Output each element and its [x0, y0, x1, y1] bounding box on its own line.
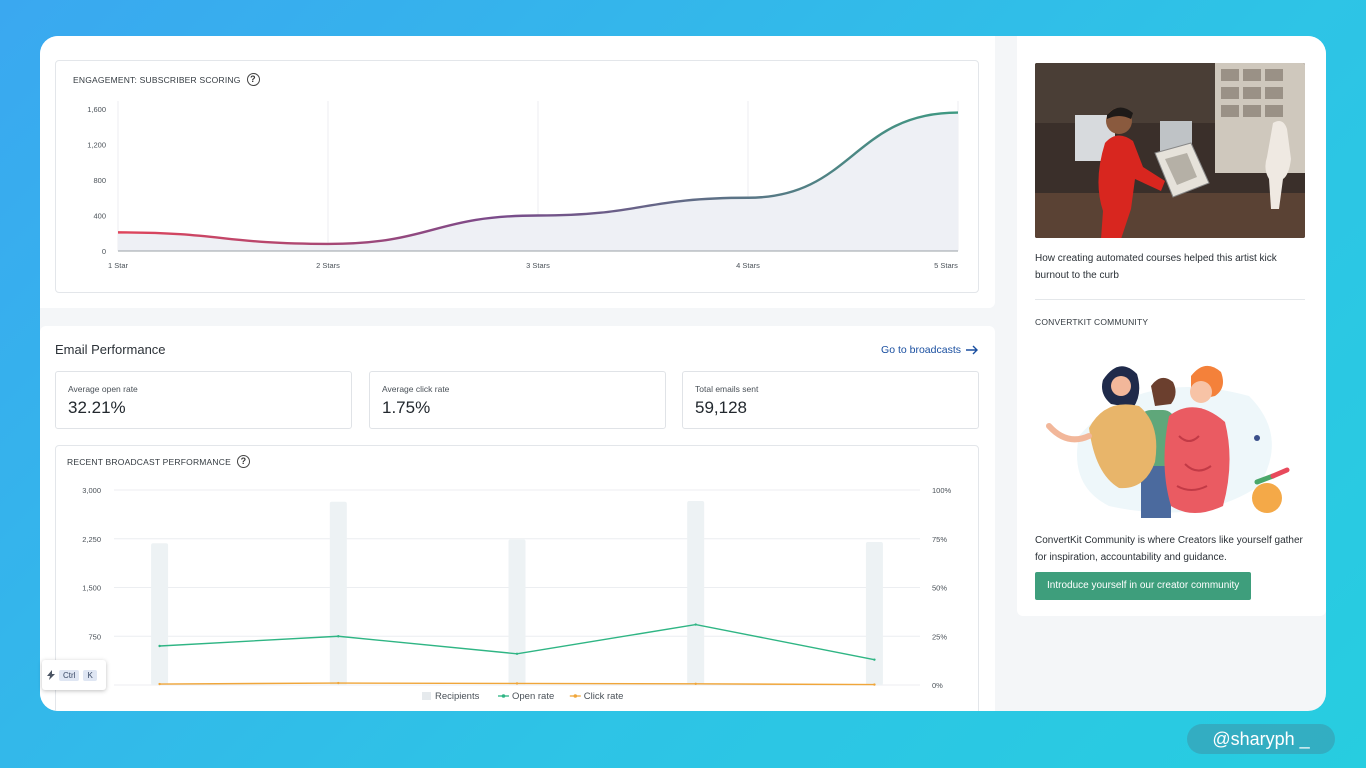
x-tick-label: 3 Stars: [526, 261, 550, 270]
open-rate-point[interactable]: [694, 623, 697, 626]
engagement-area: [118, 112, 958, 251]
divider: [1035, 299, 1305, 300]
stat-value: 59,128: [695, 398, 747, 417]
click-rate-point[interactable]: [337, 681, 340, 685]
open-rate-point[interactable]: [873, 658, 876, 661]
shortcut-key: Ctrl: [59, 669, 80, 681]
y-right-tick-label: 0%: [932, 681, 943, 690]
x-tick-label: 5 Stars: [934, 261, 958, 270]
stat-label: Total emails sent: [695, 384, 759, 394]
y-right-tick-label: 75%: [932, 535, 947, 544]
sidebar-column: How creating automated courses helped th…: [1017, 36, 1326, 711]
click-rate-point[interactable]: [694, 682, 697, 686]
click-rate-point[interactable]: [158, 682, 161, 686]
community-label: CONVERTKIT COMMUNITY: [1035, 317, 1149, 327]
engagement-card: ENGAGEMENT: SUBSCRIBER SCORING ?: [40, 36, 995, 308]
y-left-tick-label: 750: [88, 632, 101, 641]
engagement-title-row: ENGAGEMENT: SUBSCRIBER SCORING ?: [73, 73, 260, 86]
legend-label[interactable]: Recipients: [435, 691, 480, 702]
y-left-tick-label: 3,000: [82, 486, 101, 495]
stat-click-rate: Average click rate 1.75%: [369, 371, 666, 429]
stat-label: Average open rate: [68, 384, 138, 394]
community-description: ConvertKit Community is where Creators l…: [1035, 535, 1303, 563]
recent-broadcast-title: RECENT BROADCAST PERFORMANCE: [67, 456, 231, 467]
recipients-bar[interactable]: [508, 539, 526, 685]
legend-swatch-dot: [501, 694, 506, 698]
y-right-tick-label: 25%: [932, 632, 947, 641]
y-left-tick-label: 2,250: [82, 535, 101, 544]
recipients-bar[interactable]: [687, 501, 705, 685]
open-rate-point[interactable]: [515, 652, 519, 655]
click-rate-point[interactable]: [873, 683, 876, 686]
stat-value: 32.21%: [68, 398, 126, 417]
introduce-yourself-button[interactable]: Introduce yourself in our creator commun…: [1035, 572, 1252, 600]
stat-label: Average click rate: [382, 384, 450, 394]
legend-swatch-dot: [573, 694, 578, 698]
recipients-bar[interactable]: [329, 501, 347, 685]
recipients-bar[interactable]: [151, 543, 169, 685]
y-tick-label: 1,600: [87, 105, 106, 114]
stat-open-rate: Average open rate 32.21%: [55, 371, 352, 429]
open-rate-point[interactable]: [337, 635, 340, 638]
y-left-tick-label: 1,500: [82, 584, 101, 593]
help-icon[interactable]: ?: [246, 73, 260, 86]
y-right-tick-label: 50%: [932, 584, 947, 593]
help-icon[interactable]: ?: [236, 455, 250, 468]
arrow-right-icon: [966, 345, 978, 355]
article-caption[interactable]: How creating automated courses helped th…: [1035, 253, 1277, 281]
community-illustration: [1039, 346, 1309, 521]
x-tick-label: 4 Stars: [736, 261, 760, 270]
watermark-handle: @sharyph _: [1187, 724, 1335, 754]
recipients-bar[interactable]: [865, 542, 883, 685]
shortcut-key: K: [83, 669, 97, 681]
legend-label[interactable]: Open rate: [512, 691, 554, 702]
email-performance-title: Email Performance: [55, 342, 166, 357]
go-to-broadcasts-link[interactable]: Go to broadcasts: [881, 344, 979, 356]
command-shortcut-widget[interactable]: Ctrl K: [42, 660, 106, 690]
app-frame: ENGAGEMENT: SUBSCRIBER SCORING ?: [40, 36, 1326, 711]
engagement-title: ENGAGEMENT: SUBSCRIBER SCORING: [73, 74, 241, 85]
article-image[interactable]: [1035, 63, 1305, 238]
main-column: ENGAGEMENT: SUBSCRIBER SCORING ?: [40, 36, 995, 711]
legend-swatch: [422, 692, 431, 700]
y-right-tick-label: 100%: [932, 486, 952, 495]
y-tick-label: 0: [102, 247, 106, 256]
open-rate-point[interactable]: [158, 644, 161, 648]
bolt-icon: [47, 670, 55, 680]
recent-broadcast-title-row: RECENT BROADCAST PERFORMANCE ?: [67, 455, 250, 468]
engagement-chart-box: ENGAGEMENT: SUBSCRIBER SCORING ?: [55, 60, 979, 293]
x-tick-label: 2 Stars: [316, 261, 340, 270]
email-performance-card: Email Performance Go to broadcasts Avera…: [40, 326, 995, 711]
go-to-broadcasts-label: Go to broadcasts: [881, 344, 961, 356]
resources-card: How creating automated courses helped th…: [1017, 36, 1326, 616]
y-tick-label: 800: [93, 176, 106, 185]
engagement-chart: 0 400 800 1,200 1,600 1 Star 2 Stars 3 Stars 4 …: [87, 101, 959, 270]
y-tick-label: 400: [93, 212, 106, 221]
stat-value: 1.75%: [382, 398, 431, 417]
y-tick-label: 1,200: [87, 141, 106, 150]
x-tick-label: 1 Star: [108, 261, 129, 270]
artist-photo: [1035, 63, 1305, 238]
click-rate-point[interactable]: [515, 682, 519, 685]
stat-total-sent: Total emails sent 59,128: [682, 371, 979, 429]
recent-broadcast-box: RECENT BROADCAST PERFORMANCE ? 07501,500…: [55, 445, 979, 711]
people-illustration: [1046, 365, 1290, 518]
engagement-line: [117, 111, 959, 246]
legend-label[interactable]: Click rate: [584, 691, 624, 702]
